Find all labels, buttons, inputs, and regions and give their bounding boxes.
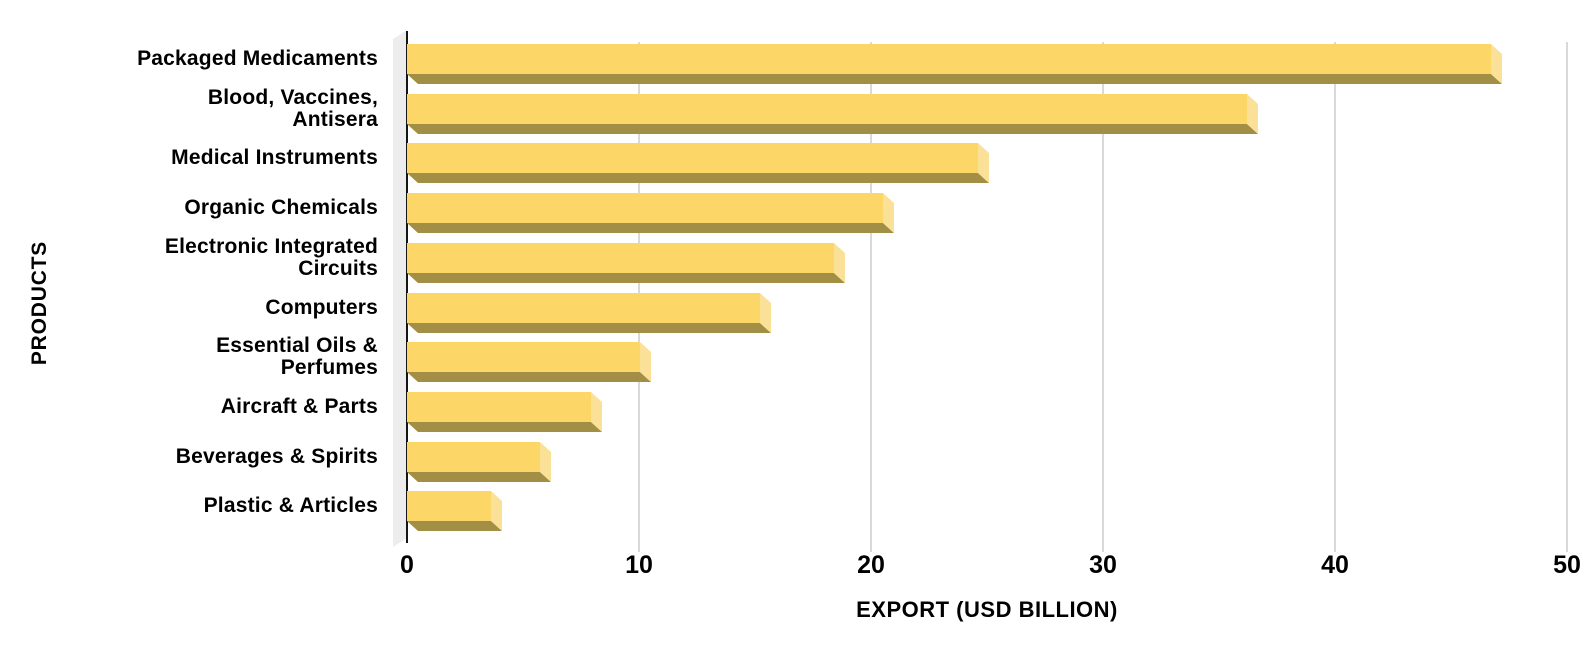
bar-face-blood-vaccines-antisera	[407, 94, 1247, 124]
category-label-blood-vaccines-antisera: Blood, Vaccines, Antisera	[207, 86, 378, 131]
bar-organic-chemicals	[407, 193, 894, 233]
category-label-computers: Computers	[265, 296, 378, 319]
bar-face-plastic-articles	[407, 491, 491, 521]
category-label-beverages-spirits: Beverages & Spirits	[175, 445, 378, 468]
bar-end-bevel-essential-oils-perfumes	[640, 342, 651, 382]
bar-plastic-articles	[407, 491, 502, 531]
bar-electronic-integrated-circuits	[407, 243, 845, 283]
x-tick-label-20: 20	[857, 551, 885, 579]
bar-face-medical-instruments	[407, 143, 978, 173]
bar-bottom-shade-blood-vaccines-antisera	[407, 124, 1258, 134]
gridline-30	[1102, 42, 1104, 552]
bar-end-bevel-organic-chemicals	[883, 193, 894, 233]
bar-essential-oils-perfumes	[407, 342, 651, 382]
bar-face-packaged-medicaments	[407, 44, 1491, 74]
gridline-40	[1334, 42, 1336, 552]
bar-face-computers	[407, 293, 760, 323]
bar-face-beverages-spirits	[407, 442, 540, 472]
bar-beverages-spirits	[407, 442, 551, 482]
bar-end-bevel-computers	[760, 293, 771, 333]
x-tick-label-0: 0	[400, 551, 414, 579]
bar-end-bevel-beverages-spirits	[540, 442, 551, 482]
bar-bottom-shade-computers	[407, 323, 771, 333]
bar-bottom-shade-electronic-integrated-circuits	[407, 273, 845, 283]
category-label-plastic-articles: Plastic & Articles	[203, 494, 378, 517]
bar-end-bevel-aircraft-parts	[591, 392, 602, 432]
x-tick-label-40: 40	[1321, 551, 1349, 579]
category-label-organic-chemicals: Organic Chemicals	[184, 196, 378, 219]
bar-face-organic-chemicals	[407, 193, 883, 223]
bar-face-electronic-integrated-circuits	[407, 243, 834, 273]
bar-face-essential-oils-perfumes	[407, 342, 640, 372]
axis-wall-3d	[393, 30, 407, 547]
bar-bottom-shade-plastic-articles	[407, 521, 502, 531]
category-label-medical-instruments: Medical Instruments	[171, 146, 378, 169]
bar-end-bevel-medical-instruments	[978, 143, 989, 183]
category-label-essential-oils-perfumes: Essential Oils & Perfumes	[216, 334, 378, 379]
bar-medical-instruments	[407, 143, 989, 183]
y-axis-line	[406, 31, 408, 543]
bar-bottom-shade-packaged-medicaments	[407, 74, 1502, 84]
x-axis-title: EXPORT (USD BILLION)	[856, 597, 1118, 622]
gridline-20	[870, 42, 872, 552]
gridline-50	[1566, 42, 1568, 552]
bar-end-bevel-electronic-integrated-circuits	[834, 243, 845, 283]
x-tick-label-10: 10	[625, 551, 653, 579]
bar-bottom-shade-organic-chemicals	[407, 223, 894, 233]
category-label-packaged-medicaments: Packaged Medicaments	[137, 47, 378, 70]
x-tick-label-30: 30	[1089, 551, 1117, 579]
bar-bottom-shade-essential-oils-perfumes	[407, 372, 651, 382]
bar-bottom-shade-medical-instruments	[407, 173, 989, 183]
bar-end-bevel-packaged-medicaments	[1491, 44, 1502, 84]
x-tick-label-50: 50	[1553, 551, 1581, 579]
bar-face-aircraft-parts	[407, 392, 591, 422]
category-label-electronic-integrated-circuits: Electronic Integrated Circuits	[164, 235, 378, 280]
bar-end-bevel-plastic-articles	[491, 491, 502, 531]
bar-end-bevel-blood-vaccines-antisera	[1247, 94, 1258, 134]
category-label-aircraft-parts: Aircraft & Parts	[220, 395, 378, 418]
bar-computers	[407, 293, 771, 333]
bar-aircraft-parts	[407, 392, 602, 432]
bar-blood-vaccines-antisera	[407, 94, 1258, 134]
bar-bottom-shade-aircraft-parts	[407, 422, 602, 432]
bar-packaged-medicaments	[407, 44, 1502, 84]
bar-bottom-shade-beverages-spirits	[407, 472, 551, 482]
